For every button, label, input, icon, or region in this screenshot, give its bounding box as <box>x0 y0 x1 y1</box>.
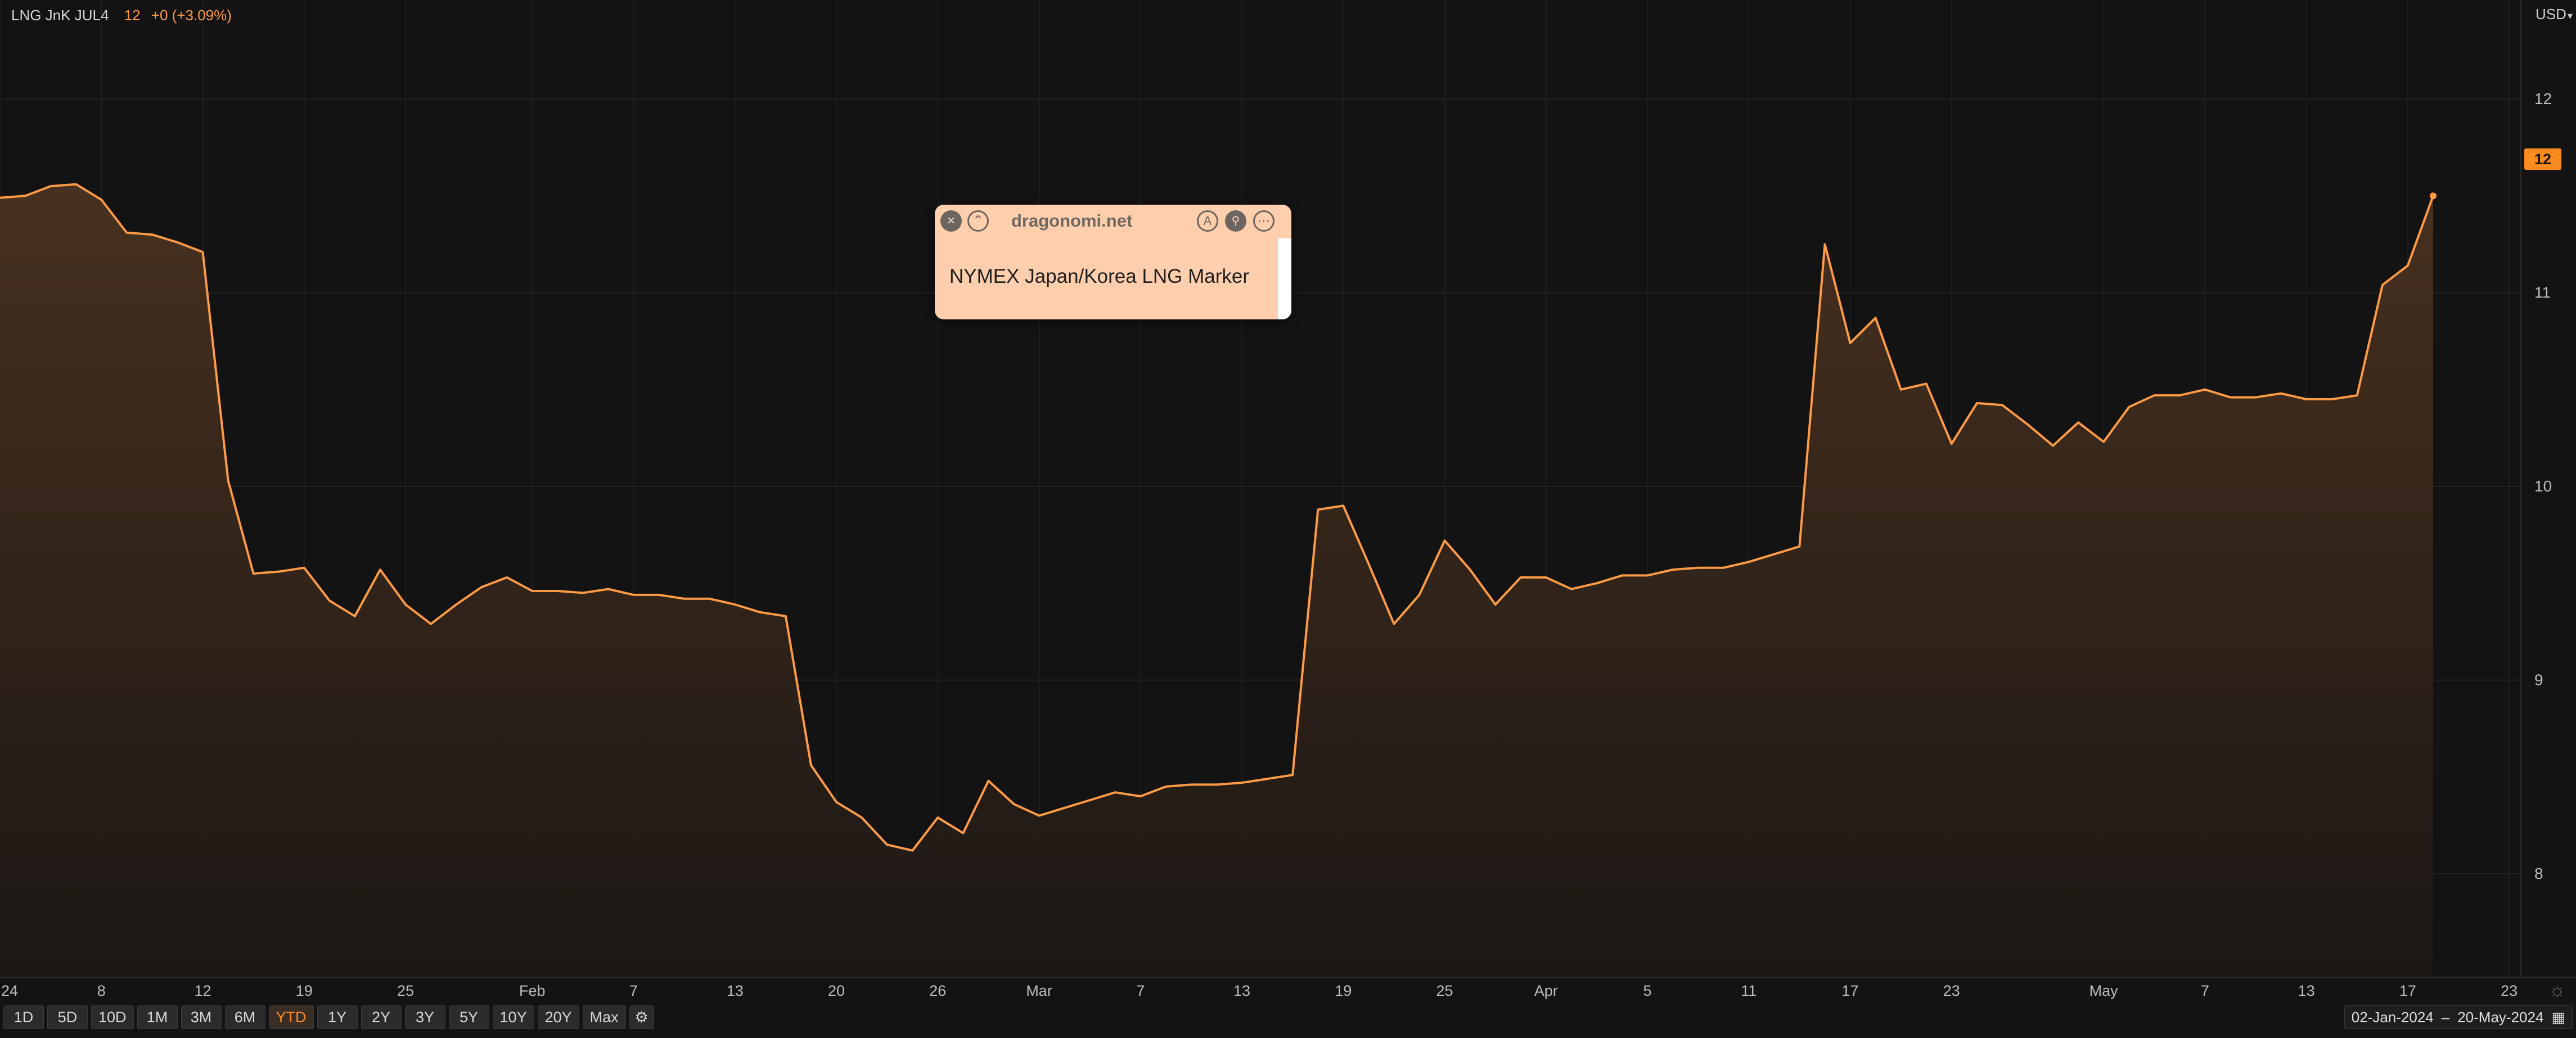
chevron-up-icon[interactable]: ⌃ <box>967 210 989 232</box>
period-button-3m[interactable]: 3M <box>181 1005 222 1029</box>
x-tick-label: 23 <box>2501 982 2518 999</box>
x-tick-label: 23 <box>1943 982 1960 999</box>
x-tick-label: May <box>2089 982 2119 999</box>
x-tick-label: 17 <box>1842 982 1859 999</box>
date-range-to: 20-May-2024 <box>2457 1008 2544 1026</box>
x-tick-label: 19 <box>1335 982 1352 999</box>
ticker-symbol: LNG JnK JUL4 <box>11 7 109 24</box>
period-button-5d[interactable]: 5D <box>47 1005 88 1029</box>
period-selector: 1D 5D 10D 1M 3M 6M YTD 1Y 2Y 3Y 5Y 10Y 20Y Max ⚙ <box>3 1005 654 1029</box>
period-button-1d[interactable]: 1D <box>3 1005 44 1029</box>
period-button-5y[interactable]: 5Y <box>448 1005 489 1029</box>
y-tick-label: 8 <box>2534 865 2543 882</box>
ticker-change: +0 (+3.09%) <box>151 7 232 24</box>
x-tick-label: 25 <box>397 982 414 999</box>
period-button-10y[interactable]: 10Y <box>492 1005 534 1029</box>
period-button-1y[interactable]: 1Y <box>317 1005 358 1029</box>
period-button-20y[interactable]: 20Y <box>537 1005 579 1029</box>
x-tick-label: 12 <box>194 982 211 999</box>
period-button-2y[interactable]: 2Y <box>361 1005 402 1029</box>
more-icon[interactable]: ⋯ <box>1253 210 1275 232</box>
last-price-dot <box>2430 192 2437 200</box>
x-tick-label: 13 <box>727 982 744 999</box>
chevron-down-icon: ▾ <box>2567 10 2573 21</box>
date-range-separator: – <box>2441 1008 2450 1026</box>
last-price-badge: 12 <box>2524 148 2561 170</box>
close-icon[interactable]: × <box>940 210 962 232</box>
ticker-last-price: 12 <box>124 7 141 24</box>
x-axis-labels: 24 8 12 19 25 Feb 7 13 20 26 Mar 7 13 19 25 Apr 5 11 17 23 M… <box>1 982 2518 999</box>
ticker-header: LNG JnK JUL4 12 +0 (+3.09%) <box>11 7 232 24</box>
x-tick-label: 7 <box>2201 982 2209 999</box>
currency-selector[interactable]: USD ▾ <box>2536 6 2573 23</box>
date-range-picker[interactable]: 02-Jan-2024 – 20-May-2024 ▦ <box>2344 1005 2573 1029</box>
x-tick-label: 7 <box>1136 982 1145 999</box>
x-tick-label: 24 <box>1 982 18 999</box>
x-tick-label: 11 <box>1741 982 1757 999</box>
x-tick-label: 19 <box>296 982 313 999</box>
date-range-from: 02-Jan-2024 <box>2351 1008 2434 1026</box>
period-button-6m[interactable]: 6M <box>224 1005 265 1029</box>
y-tick-label: 12 <box>2534 90 2552 107</box>
y-tick-label: 10 <box>2534 477 2552 495</box>
x-tick-label: 7 <box>629 982 638 999</box>
gear-icon[interactable]: ⚙ <box>629 1005 654 1029</box>
period-button-1m[interactable]: 1M <box>137 1005 178 1029</box>
pin-icon[interactable]: ⚲ <box>1225 210 1246 232</box>
period-button-10d[interactable]: 10D <box>91 1005 134 1029</box>
popup-toolbar: × ⌃ dragonomi.net A ⚲ ⋯ <box>935 205 1291 237</box>
y-axis-labels: 8 9 10 11 12 <box>2534 90 2552 882</box>
definition-popup: × ⌃ dragonomi.net A ⚲ ⋯ NYMEX Japan/Kore… <box>935 205 1291 319</box>
font-a-icon[interactable]: A <box>1197 210 1218 232</box>
y-tick-label: 11 <box>2534 284 2551 301</box>
chart-settings-icon[interactable]: ☼ <box>2548 980 2566 1001</box>
period-button-max[interactable]: Max <box>582 1005 626 1029</box>
currency-label: USD <box>2536 6 2566 22</box>
period-button-3y[interactable]: 3Y <box>404 1005 445 1029</box>
x-tick-label: Apr <box>1534 982 1558 999</box>
period-button-ytd[interactable]: YTD <box>268 1005 314 1029</box>
x-tick-label: 20 <box>828 982 845 999</box>
popup-site-name: dragonomi.net <box>1011 211 1133 231</box>
x-tick-label: Feb <box>519 982 546 999</box>
x-tick-label: Mar <box>1026 982 1052 999</box>
popup-scrollbar[interactable] <box>1278 238 1291 319</box>
x-tick-label: 13 <box>2298 982 2315 999</box>
popup-text: NYMEX Japan/Korea LNG Marker <box>949 265 1249 287</box>
x-tick-label: 17 <box>2399 982 2416 999</box>
calendar-icon[interactable]: ▦ <box>2551 1008 2565 1026</box>
price-area <box>0 184 2433 978</box>
x-tick-label: 8 <box>97 982 106 999</box>
x-tick-label: 26 <box>929 982 946 999</box>
y-tick-label: 9 <box>2534 671 2543 688</box>
price-line <box>0 183 2434 852</box>
x-tick-label: 25 <box>1436 982 1453 999</box>
x-tick-label: 13 <box>1233 982 1250 999</box>
x-tick-label: 5 <box>1643 982 1652 999</box>
